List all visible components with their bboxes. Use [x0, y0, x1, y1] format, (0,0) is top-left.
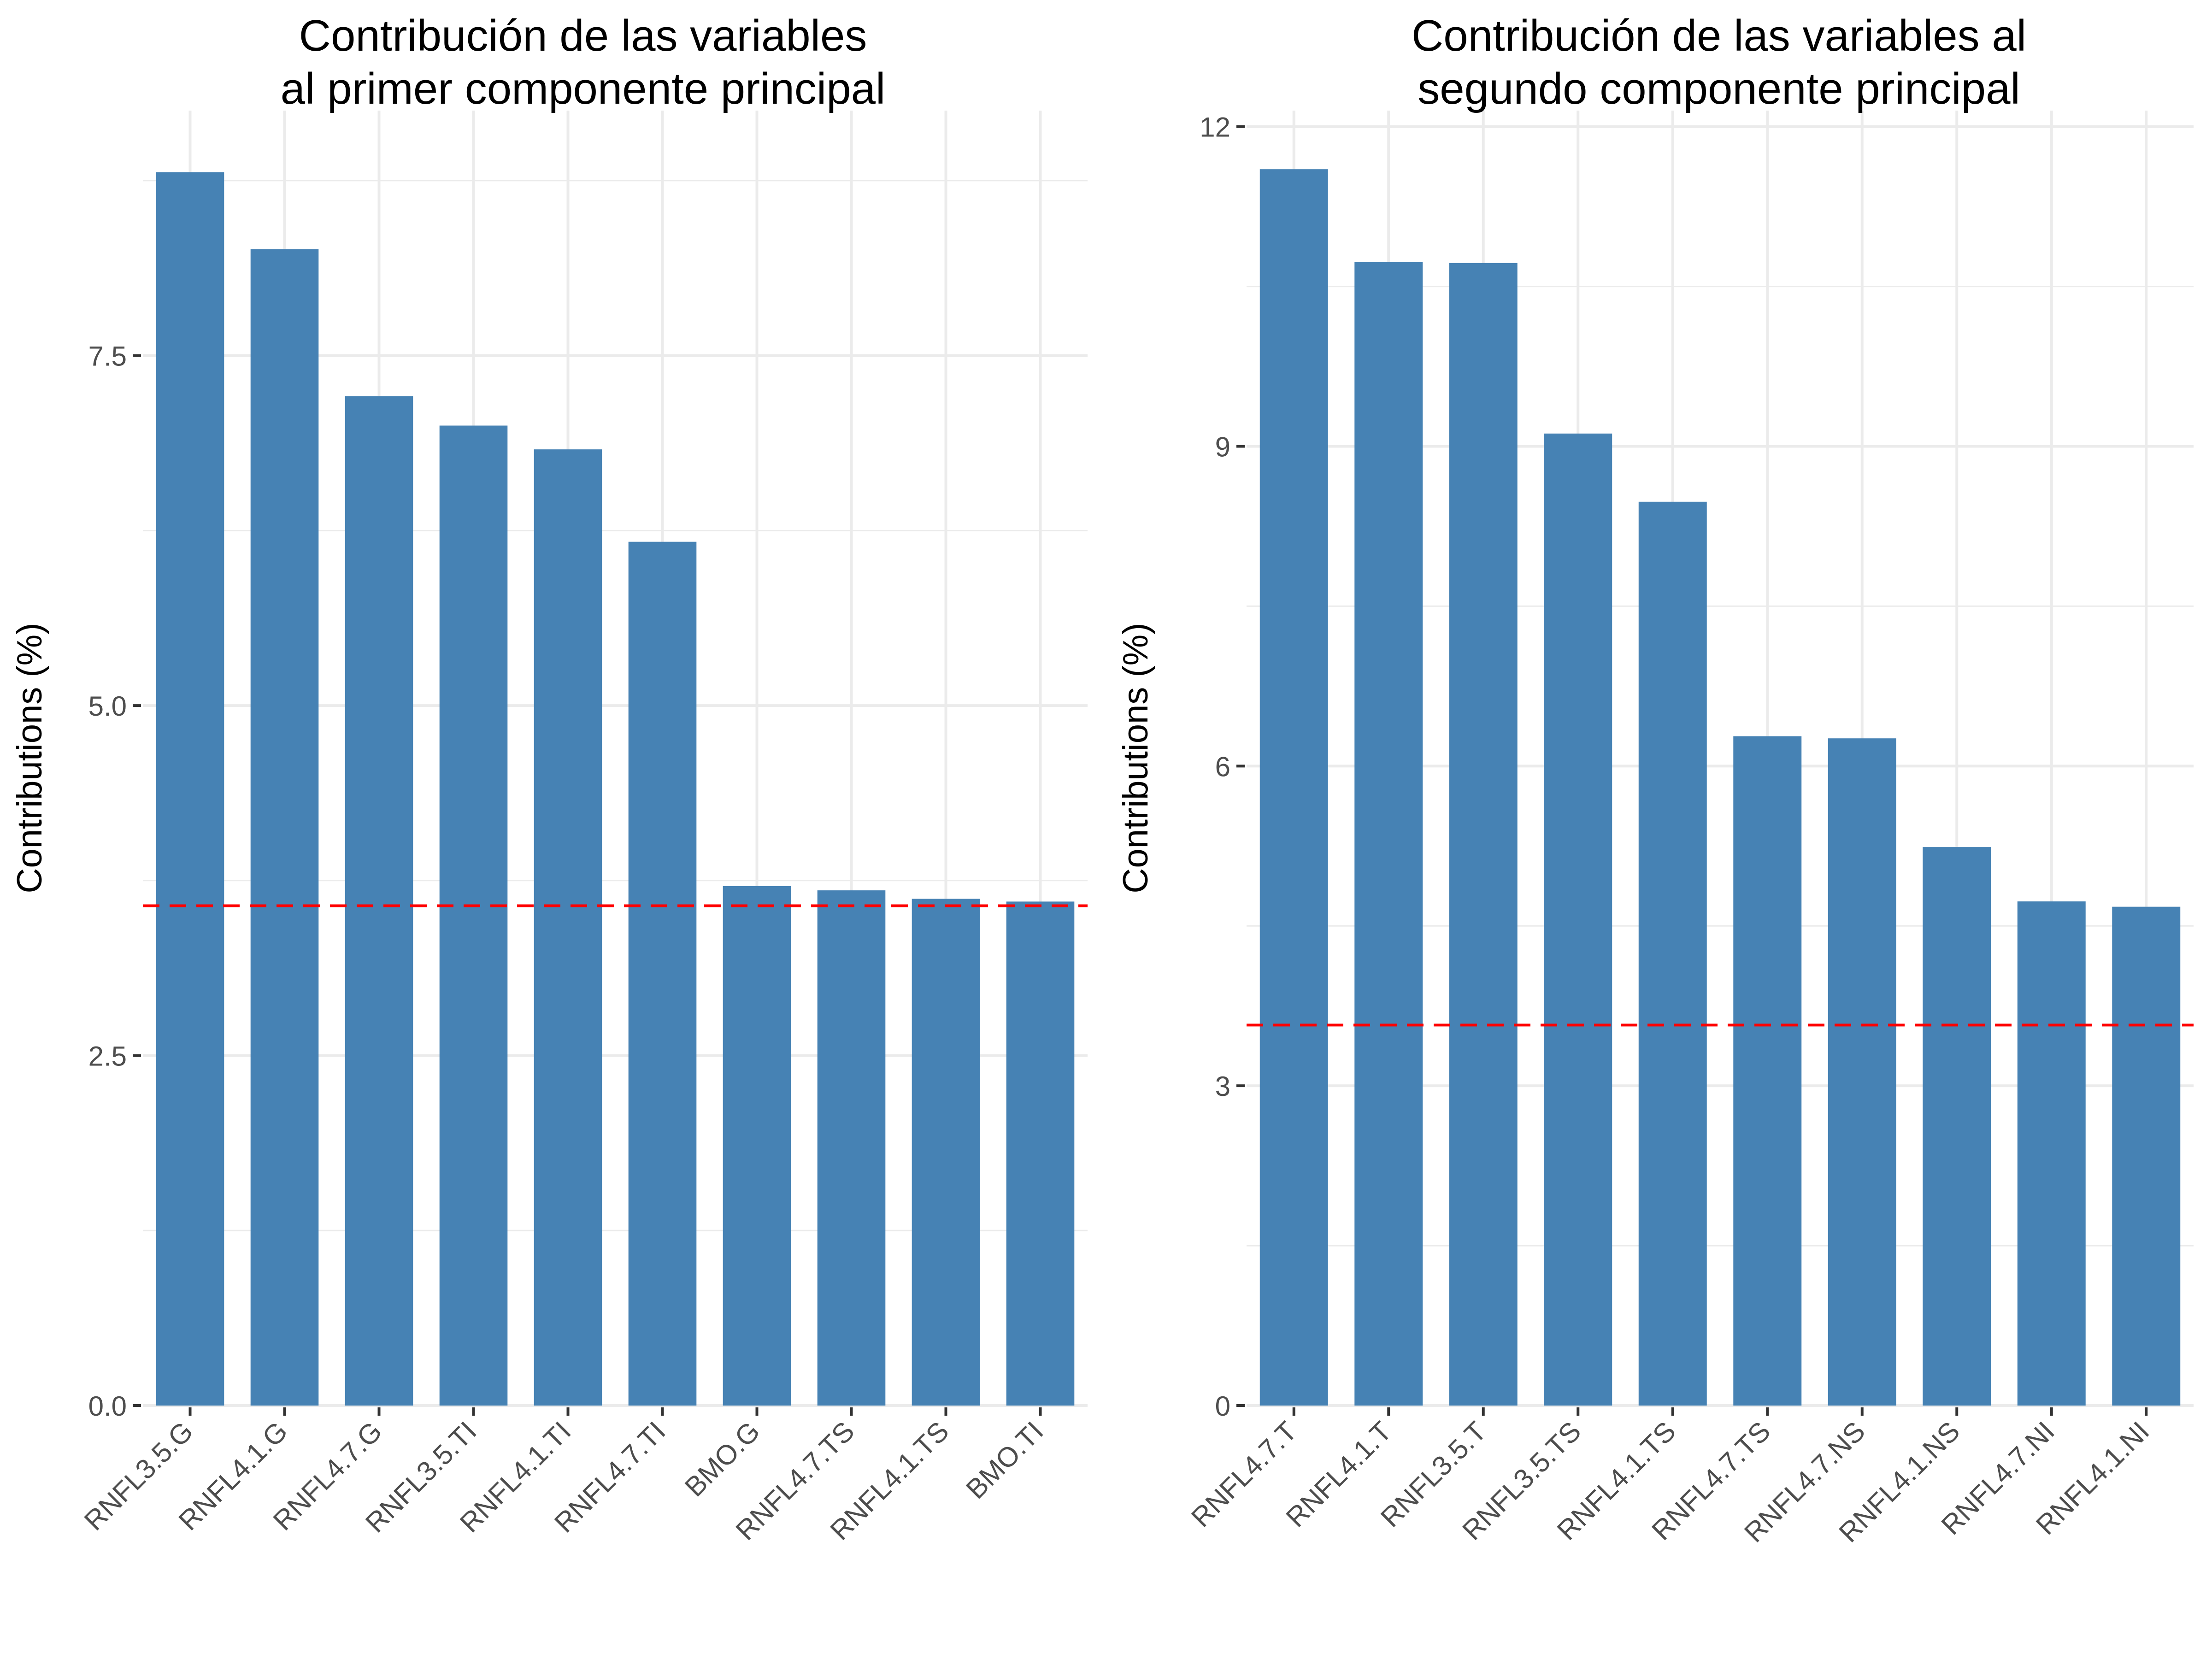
bar-RNFL4.7.NI [2017, 901, 2086, 1406]
y-tick-label: 0 [1215, 1391, 1230, 1422]
chart-title-line-2: al primer componente principal [281, 64, 886, 113]
bar-RNFL4.7.TS [817, 890, 886, 1406]
bar-RNFL4.7.TI [628, 541, 697, 1406]
bar-RNFL3.5.T [1449, 263, 1518, 1406]
y-tick-label: 0.0 [88, 1391, 127, 1422]
bar-RNFL3.5.TS [1544, 433, 1612, 1406]
y-axis-title: Contributions (%) [1116, 623, 1155, 893]
y-tick-label: 6 [1215, 751, 1230, 782]
y-tick-label: 3 [1215, 1071, 1230, 1102]
bar-BMO.G [723, 886, 791, 1406]
y-tick-label: 2.5 [88, 1041, 127, 1072]
bar-RNFL4.1.TS [1638, 501, 1707, 1406]
bar-RNFL4.7.G [345, 396, 413, 1406]
bar-BMO.TI [1006, 901, 1075, 1406]
bar-RNFL3.5.G [156, 172, 224, 1406]
bar-RNFL4.7.TS [1733, 736, 1802, 1406]
bar-RNFL4.1.G [250, 249, 319, 1406]
y-tick-label: 12 [1200, 112, 1230, 143]
bar-RNFL4.1.TS [912, 899, 980, 1406]
y-tick-label: 7.5 [88, 341, 127, 372]
bar-RNFL4.1.NI [2112, 906, 2181, 1406]
y-tick-label: 5.0 [88, 691, 127, 722]
y-axis-title: Contributions (%) [10, 623, 49, 893]
chart-title-line-1: Contribución de las variables [299, 11, 867, 60]
chart-title-line-1: Contribución de las variables al [1412, 11, 2026, 60]
chart-title-line-2: segundo componente principal [1418, 64, 2020, 113]
bar-RNFL4.1.TI [534, 449, 602, 1406]
bar-RNFL4.7.T [1259, 169, 1328, 1406]
y-tick-label: 9 [1215, 432, 1230, 463]
bar-RNFL4.1.NS [1923, 847, 1991, 1406]
bar-RNFL3.5.TI [439, 425, 508, 1406]
bar-RNFL4.1.T [1354, 262, 1423, 1406]
bar-RNFL4.7.NS [1828, 738, 1896, 1406]
